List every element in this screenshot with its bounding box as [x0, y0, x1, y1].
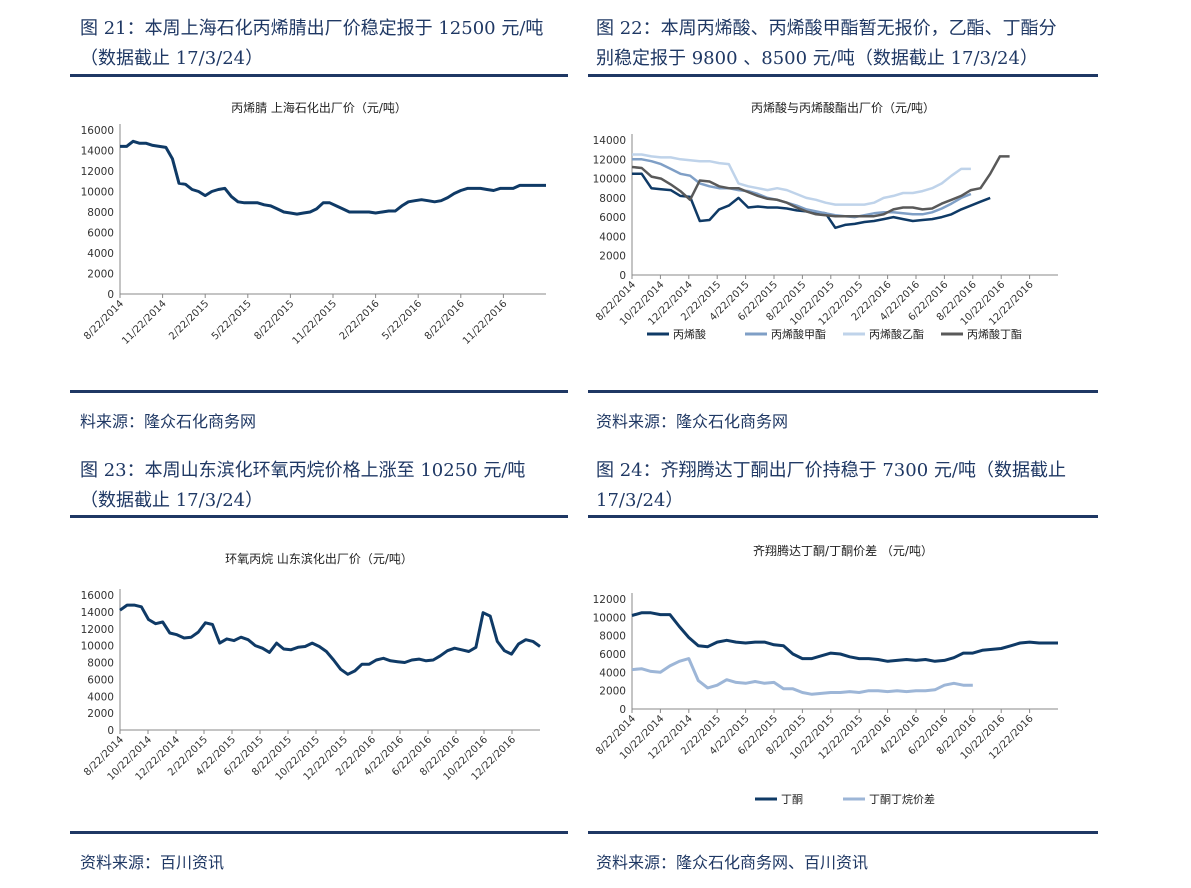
fig22-source: 资料来源：隆众石化商务网 — [596, 412, 789, 431]
y-tick-label: 12000 — [593, 154, 626, 166]
fig22-top-rule — [588, 74, 1098, 77]
fig22-bottom-rule — [588, 390, 1098, 393]
fig24-top-rule — [588, 515, 1098, 518]
series-line-2 — [631, 657, 973, 696]
legend-label: 丙烯酸甲酯 — [771, 327, 826, 341]
y-tick-label: 8000 — [87, 658, 114, 670]
y-tick-label: 0 — [619, 270, 626, 282]
y-tick-label: 2000 — [599, 251, 626, 263]
y-tick-label: 6000 — [87, 228, 114, 240]
fig24-source: 资料来源：隆众石化商务网、百川资讯 — [596, 853, 869, 872]
chart-acrylonitrile: 丙烯腈 上海石化出厂价（元/吨） 0 2000 4000 6000 8000 10000 12… — [81, 100, 546, 347]
legend-label: 丙烯酸乙酯 — [869, 327, 924, 341]
y-tick-label: 16000 — [81, 590, 114, 602]
y-tick-label: 2000 — [87, 269, 114, 281]
y-tick-label: 14000 — [81, 607, 114, 619]
y-tick-label: 8000 — [599, 631, 626, 643]
y-tick-label: 0 — [107, 725, 114, 737]
series-line-1 — [119, 603, 541, 676]
chart-title: 丙烯酸与丙烯酸酯出厂价（元/吨） — [751, 100, 935, 115]
y-tick-label: 14000 — [81, 146, 114, 158]
y-tick-label: 4000 — [87, 691, 114, 703]
y-tick-label: 0 — [107, 289, 114, 301]
x-tick-label: 5/22/2016 — [380, 298, 424, 342]
fig21-title: 图 21：本周上海石化丙烯腈出厂价稳定报于 12500 元/吨（数据截止 17/… — [80, 18, 544, 69]
chart-title: 齐翔腾达丁酮/丁酮价差 （元/吨） — [753, 543, 933, 558]
x-tick-label: 8/22/2014 — [82, 298, 126, 342]
chart-title: 丙烯腈 上海石化出厂价（元/吨） — [231, 100, 407, 115]
legend-label: 丙烯酸丁酯 — [967, 327, 1022, 341]
y-tick-label: 10000 — [593, 612, 626, 624]
series-line-3 — [632, 153, 971, 206]
fig23-top-rule — [70, 515, 568, 518]
chart-mek-spread: 齐翔腾达丁酮/丁酮价差 （元/吨） 0 2000 4000 6000 8000 10000 1… — [593, 543, 1058, 806]
fig24-bottom-rule — [588, 831, 1098, 834]
y-tick-label: 12000 — [81, 166, 114, 178]
fig23-title: 图 23：本周山东滨化环氧丙烷价格上涨至 10250 元/吨（数据截止 17/3… — [80, 460, 526, 511]
legend-label: 丁酮丁烷价差 — [869, 792, 935, 806]
series-line-1 — [631, 611, 1058, 663]
fig21-top-rule — [70, 74, 568, 77]
fig21-bottom-rule — [70, 390, 568, 393]
y-tick-label: 12000 — [81, 624, 114, 636]
x-tick-label: 11/22/2015 — [291, 298, 340, 347]
y-tick-label: 6000 — [599, 212, 626, 224]
legend-label: 丁酮 — [781, 793, 803, 806]
y-tick-label: 6000 — [599, 649, 626, 661]
series-line-1 — [632, 172, 991, 230]
y-tick-label: 14000 — [593, 135, 626, 147]
y-tick-label: 10000 — [81, 187, 114, 199]
series-line-1 — [120, 139, 546, 216]
x-tick-label: 11/22/2016 — [461, 298, 510, 347]
fig21-source: 料来源：隆众石化商务网 — [80, 412, 257, 431]
chart-propylene-oxide: 环氧丙烷 山东滨化出厂价（元/吨） 0 2000 4000 6000 8000 10000 1… — [81, 551, 541, 783]
y-tick-label: 0 — [619, 704, 626, 716]
x-tick-label: 5/22/2015 — [210, 298, 254, 342]
y-tick-label: 10000 — [81, 641, 114, 653]
x-tick-label: 8/22/2016 — [423, 298, 467, 342]
y-tick-label: 10000 — [593, 174, 626, 186]
fig22-title: 图 22：本周丙烯酸、丙烯酸甲酯暂无报价，乙酯、丁酯分别稳定报于 9800 、8… — [596, 18, 1057, 69]
series-line-4 — [631, 155, 1010, 218]
y-tick-label: 12000 — [593, 594, 626, 606]
y-tick-label: 6000 — [87, 674, 114, 686]
y-tick-label: 4000 — [599, 231, 626, 243]
series-line-2 — [632, 158, 972, 219]
chart-acrylic-acid-esters: 丙烯酸与丙烯酸酯出厂价（元/吨） 0 2000 4000 6000 8000 10000 12… — [593, 100, 1058, 341]
y-tick-label: 4000 — [87, 248, 114, 260]
fig23-source: 资料来源：百川资讯 — [80, 853, 225, 872]
fig24-title: 图 24：齐翔腾达丁酮出厂价持稳于 7300 元/吨（数据截止 17/3/24） — [596, 460, 1066, 511]
y-tick-label: 2000 — [599, 686, 626, 698]
chart-title: 环氧丙烷 山东滨化出厂价（元/吨） — [225, 551, 413, 566]
x-tick-label: 11/22/2014 — [120, 298, 169, 347]
y-tick-label: 8000 — [87, 207, 114, 219]
y-tick-label: 2000 — [87, 708, 114, 720]
y-tick-label: 4000 — [599, 667, 626, 679]
y-tick-label: 16000 — [81, 125, 114, 137]
y-tick-label: 8000 — [599, 193, 626, 205]
x-tick-label: 2/22/2015 — [167, 298, 211, 342]
legend-label: 丙烯酸 — [673, 327, 706, 341]
fig23-bottom-rule — [70, 831, 568, 834]
x-tick-label: 8/22/2015 — [252, 298, 296, 342]
x-tick-label: 2/22/2016 — [338, 298, 382, 342]
